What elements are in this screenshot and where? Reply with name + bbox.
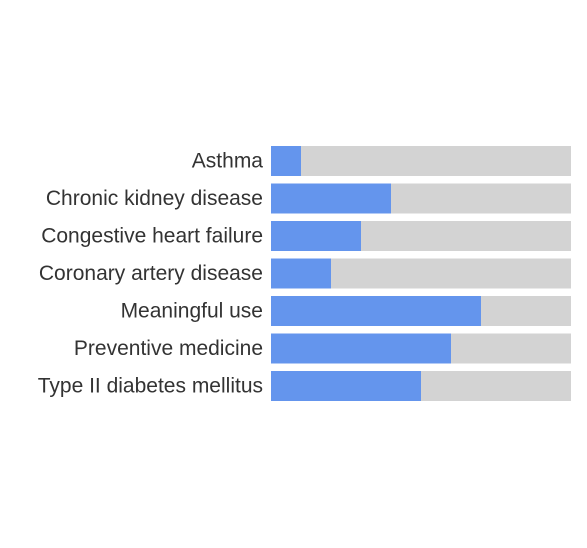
category-label-preventive-medicine: Preventive medicine <box>74 337 263 360</box>
category-label-chronic-kidney-disease: Chronic kidney disease <box>46 187 263 210</box>
bar-coronary-artery-disease <box>271 258 331 289</box>
category-label-type-ii-diabetes-mellitus: Type II diabetes mellitus <box>38 375 263 398</box>
category-label-meaningful-use: Meaningful use <box>121 300 263 323</box>
category-label-coronary-artery-disease: Coronary artery disease <box>39 262 263 285</box>
bar-asthma <box>271 146 301 176</box>
category-label-asthma: Asthma <box>192 150 264 173</box>
bar-track-asthma <box>271 146 571 176</box>
bar-chronic-kidney-disease <box>271 183 391 214</box>
bar-preventive-medicine <box>271 333 451 364</box>
bar-type-ii-diabetes-mellitus <box>271 371 421 401</box>
bar-congestive-heart-failure <box>271 221 361 251</box>
category-label-congestive-heart-failure: Congestive heart failure <box>41 225 263 248</box>
bar-meaningful-use <box>271 296 481 326</box>
